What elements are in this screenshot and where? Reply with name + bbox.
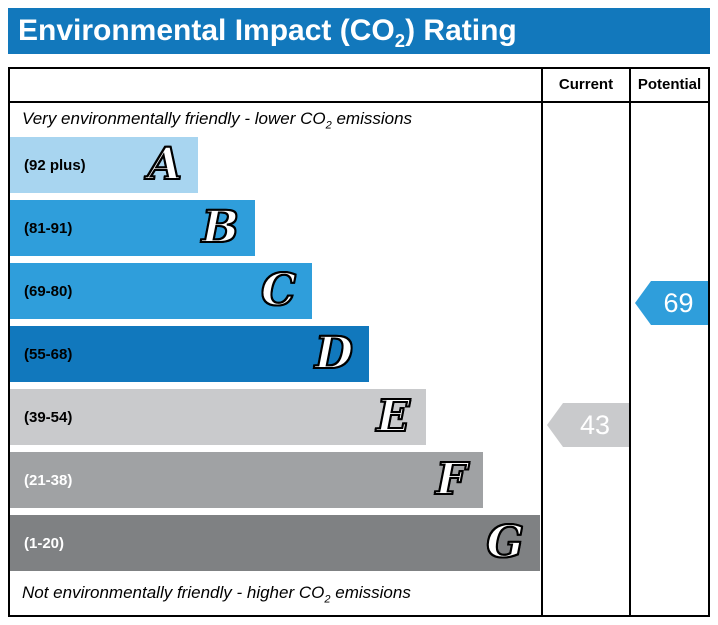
title-bar: Environmental Impact (CO2) Rating: [8, 8, 710, 54]
band-row-a: (92 plus) A: [10, 137, 198, 193]
band-row-f: (21-38) F: [10, 452, 483, 508]
top-note-text: Very environmentally friendly - lower CO: [22, 109, 326, 128]
band-row-g: (1-20) G: [10, 515, 540, 571]
band-letter: F: [435, 454, 468, 505]
top-note-subscript: 2: [325, 119, 332, 132]
band-letter: C: [260, 265, 297, 316]
current-rating-value: 43: [579, 409, 611, 440]
page-title-suffix: ) Rating: [405, 14, 517, 47]
potential-rating-value: 69: [663, 287, 694, 318]
page-title-text: Environmental Impact (CO: [18, 14, 395, 47]
potential-column-header: Potential: [637, 76, 702, 93]
band-letter: D: [314, 328, 354, 379]
band-row-b: (81-91) B: [10, 200, 255, 256]
band-range-label: (21-38): [24, 471, 73, 489]
band-letter: A: [147, 139, 183, 190]
band-range-label: (92 plus): [24, 156, 86, 174]
band-row-c: (69-80) C: [10, 263, 312, 319]
top-note-suffix: emissions: [331, 109, 413, 128]
band-range-label: (81-91): [24, 219, 73, 237]
chart-header-row: Current Potential: [10, 69, 708, 103]
band-range-label: (1-20): [24, 534, 65, 552]
current-column-header: Current: [558, 76, 614, 93]
bottom-note: Not environmentally friendly - higher CO…: [22, 583, 411, 605]
band-range-label: (39-54): [24, 408, 73, 426]
top-note: Very environmentally friendly - lower CO…: [22, 109, 412, 131]
bottom-note-suffix: emissions: [330, 583, 411, 602]
band-range-label: (55-68): [24, 345, 73, 363]
band-row-d: (55-68) D: [10, 326, 369, 382]
page-title: Environmental Impact (CO2) Rating: [18, 14, 517, 51]
band-letter: E: [375, 391, 411, 442]
current-rating-arrow: 43: [547, 403, 629, 447]
band-letter: B: [201, 202, 240, 253]
bottom-note-text: Not environmentally friendly - higher CO: [22, 583, 325, 602]
bottom-note-subscript: 2: [324, 593, 331, 606]
band-letter: G: [485, 517, 525, 568]
potential-column-divider: [629, 69, 631, 615]
potential-rating-arrow: 69: [635, 281, 708, 325]
page-title-subscript: 2: [394, 30, 406, 51]
band-row-e: (39-54) E: [10, 389, 426, 445]
band-range-label: (69-80): [24, 282, 73, 300]
epc-rating-chart: Current Potential Very environmentally f…: [8, 67, 710, 617]
current-column-divider: [541, 69, 543, 615]
